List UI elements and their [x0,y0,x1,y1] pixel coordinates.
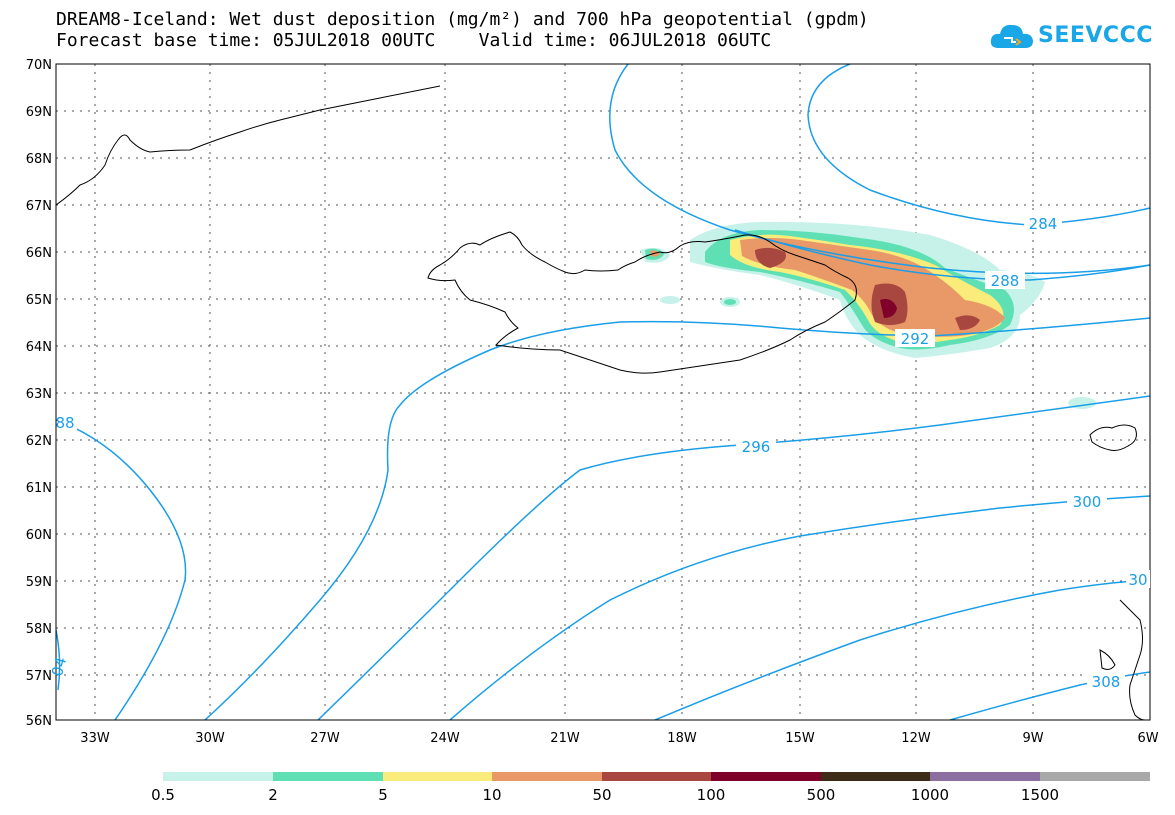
legend-swatch [383,772,492,781]
contour-label: 300 [1073,493,1102,511]
legend-swatch [492,772,602,781]
lat-label: 60N [26,528,52,543]
lon-label: 30W [195,731,225,746]
lon-label: 24W [430,731,460,746]
geopotential-contours [56,64,1150,720]
lon-label: 27W [310,731,340,746]
lon-label: 33W [80,731,110,746]
contour-label: 30 [1128,571,1147,589]
map-frame [55,63,1151,721]
dust-deposition-field [640,221,1096,409]
legend-swatch [711,772,821,781]
contour-label: 284 [1029,215,1058,233]
legend-label: 500 [807,786,836,804]
logo-text: SEEVCCC [1038,22,1153,48]
lat-label: 61N [26,481,52,496]
legend-swatch [273,772,383,781]
legend-swatch [602,772,711,781]
lat-label: 62N [26,434,52,449]
legend-label: 1500 [1021,786,1059,804]
lat-label: 69N [26,105,52,120]
legend-swatch [930,772,1040,781]
lat-label: 56N [26,714,52,729]
lon-label: 9W [1022,731,1043,746]
legend-swatch [1040,772,1150,781]
contour-label: 308 [1092,673,1121,691]
contour-label: 04 [48,655,70,678]
lon-label: 18W [667,731,697,746]
map-title-line2: Forecast base time: 05JUL2018 00UTC Vali… [56,30,772,51]
contour-labels: 284 288 292 296 300 30 308 88 04 [48,214,1150,691]
lon-label: 21W [550,731,580,746]
greenland-coast [56,85,441,206]
contour-label: 292 [901,330,930,348]
contour-label: 288 [991,272,1020,290]
lat-label: 66N [26,246,52,261]
lat-label: 68N [26,152,52,167]
lat-label: 58N [26,622,52,637]
legend-label: 50 [592,786,611,804]
legend-swatch [821,772,930,781]
legend-label: 10 [482,786,501,804]
coastlines [56,85,1146,720]
graticule [56,64,1150,720]
cloud-icon [990,24,1033,48]
lat-label: 57N [26,669,52,684]
lon-label: 12W [901,731,931,746]
map-title-line1: DREAM8-Iceland: Wet dust deposition (mg/… [56,9,869,30]
lat-label: 63N [26,387,52,402]
legend-label: 1000 [911,786,949,804]
lat-label: 67N [26,199,52,214]
legend-label: 100 [697,786,726,804]
legend-label: 5 [378,786,388,804]
lat-label: 64N [26,340,52,355]
contour-label: 296 [742,438,771,456]
legend-label: 2 [268,786,278,804]
longitude-axis: 33W 30W 27W 24W 21W 18W 15W 12W 9W 6W [80,731,1158,746]
scotland-coast [1119,599,1146,720]
lon-label: 6W [1137,731,1158,746]
legend-swatch [163,772,273,781]
contour-label: 88 [55,414,74,432]
lat-label: 59N [26,575,52,590]
legend-label: 0.5 [151,786,175,804]
faroe-coast [1089,424,1137,451]
lat-label: 70N [26,58,52,73]
iceland-coast [427,231,857,374]
lat-label: 65N [26,293,52,308]
latitude-axis: 70N 69N 68N 67N 66N 65N 64N 63N 62N 61N … [26,58,52,729]
seevccc-logo: SEEVCCC [990,20,1153,50]
legend-colorbar: 0.5 2 5 10 50 100 500 1000 1500 [151,772,1150,804]
lon-label: 15W [785,731,815,746]
